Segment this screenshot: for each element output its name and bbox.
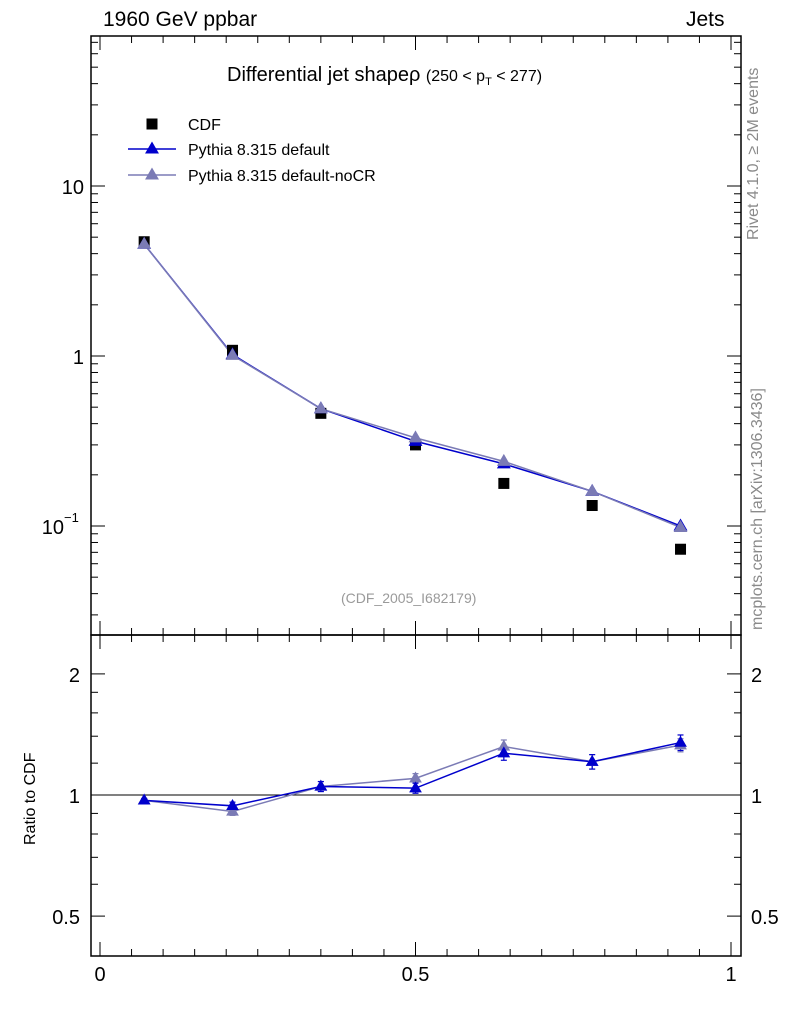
ratio-point-1-1	[226, 804, 239, 816]
legend-label-1: Pythia 8.315 default	[188, 142, 330, 159]
ratio-point-0-4	[497, 746, 511, 758]
ratio-ytick-label-right: 0.5	[751, 907, 779, 929]
xtick-label: 0.5	[402, 964, 430, 986]
ratio-ylabel: Ratio to CDF	[22, 752, 39, 845]
legend-marker-1	[145, 141, 159, 154]
plot-title: Differential jet shapeρ (250 < pT < 277)	[227, 64, 542, 88]
ratio-point-0-2	[314, 779, 328, 791]
main-series-line-2	[143, 243, 681, 529]
legend-label-0: CDF	[188, 117, 221, 134]
main-point-2-5	[585, 483, 600, 496]
ratio-ytick-label-right: 1	[751, 786, 762, 808]
ratio-ytick-label-left: 2	[69, 665, 80, 687]
main-point-2-0	[137, 236, 152, 249]
ratio-series-line-0	[144, 741, 681, 807]
header-left: 1960 GeV ppbar	[103, 8, 258, 31]
main-point-0-5	[586, 500, 598, 512]
plot-title-end: < 277)	[491, 68, 543, 85]
ratio-ytick-label-right: 2	[751, 665, 762, 687]
main-ytick-label: 10	[62, 177, 84, 199]
ratio-point-0-6	[674, 735, 687, 747]
rivet-label: Rivet 4.1.0, ≥ 2M events	[745, 67, 762, 240]
mcplots-label: mcplots.cern.ch [arXiv:1306.3436]	[749, 388, 766, 630]
main-ytick-label: 1	[73, 347, 84, 369]
legend-marker-2	[145, 167, 159, 180]
ratio-ytick-label-left: 1	[69, 786, 80, 808]
plot-title-sub: T	[485, 76, 492, 89]
plot-title-main: Differential jet shapeρ	[227, 64, 421, 86]
legend-label-2: Pythia 8.315 default-noCR	[188, 168, 376, 185]
plot-title-suffix: (250 < p	[425, 68, 486, 85]
legend-marker-0	[146, 118, 158, 130]
header-right: Jets	[686, 8, 725, 31]
main-point-0-6	[675, 543, 687, 555]
main-point-2-4	[496, 453, 511, 466]
watermark: (CDF_2005_I682179)	[341, 590, 477, 606]
ratio-ytick-label-left: 0.5	[52, 907, 80, 929]
ratio-point-0-0	[137, 793, 151, 805]
main-point-2-2	[313, 401, 328, 414]
ratio-point-1-3	[409, 771, 422, 783]
main-point-2-3	[408, 430, 423, 443]
ratio-point-1-4	[497, 739, 511, 751]
main-ytick-exponent: −1	[64, 510, 79, 525]
main-ytick-label: 10	[42, 517, 64, 539]
main-point-0-4	[498, 477, 510, 489]
xtick-label: 0	[94, 964, 105, 986]
xtick-label: 1	[725, 964, 736, 986]
main-series-line-1	[143, 243, 681, 527]
main-point-2-6	[673, 520, 688, 533]
ratio-point-0-3	[409, 781, 422, 793]
main-point-2-1	[225, 347, 240, 360]
ratio-point-0-5	[585, 754, 599, 766]
main-point-0-2	[315, 407, 327, 419]
ratio-point-0-1	[226, 798, 239, 810]
